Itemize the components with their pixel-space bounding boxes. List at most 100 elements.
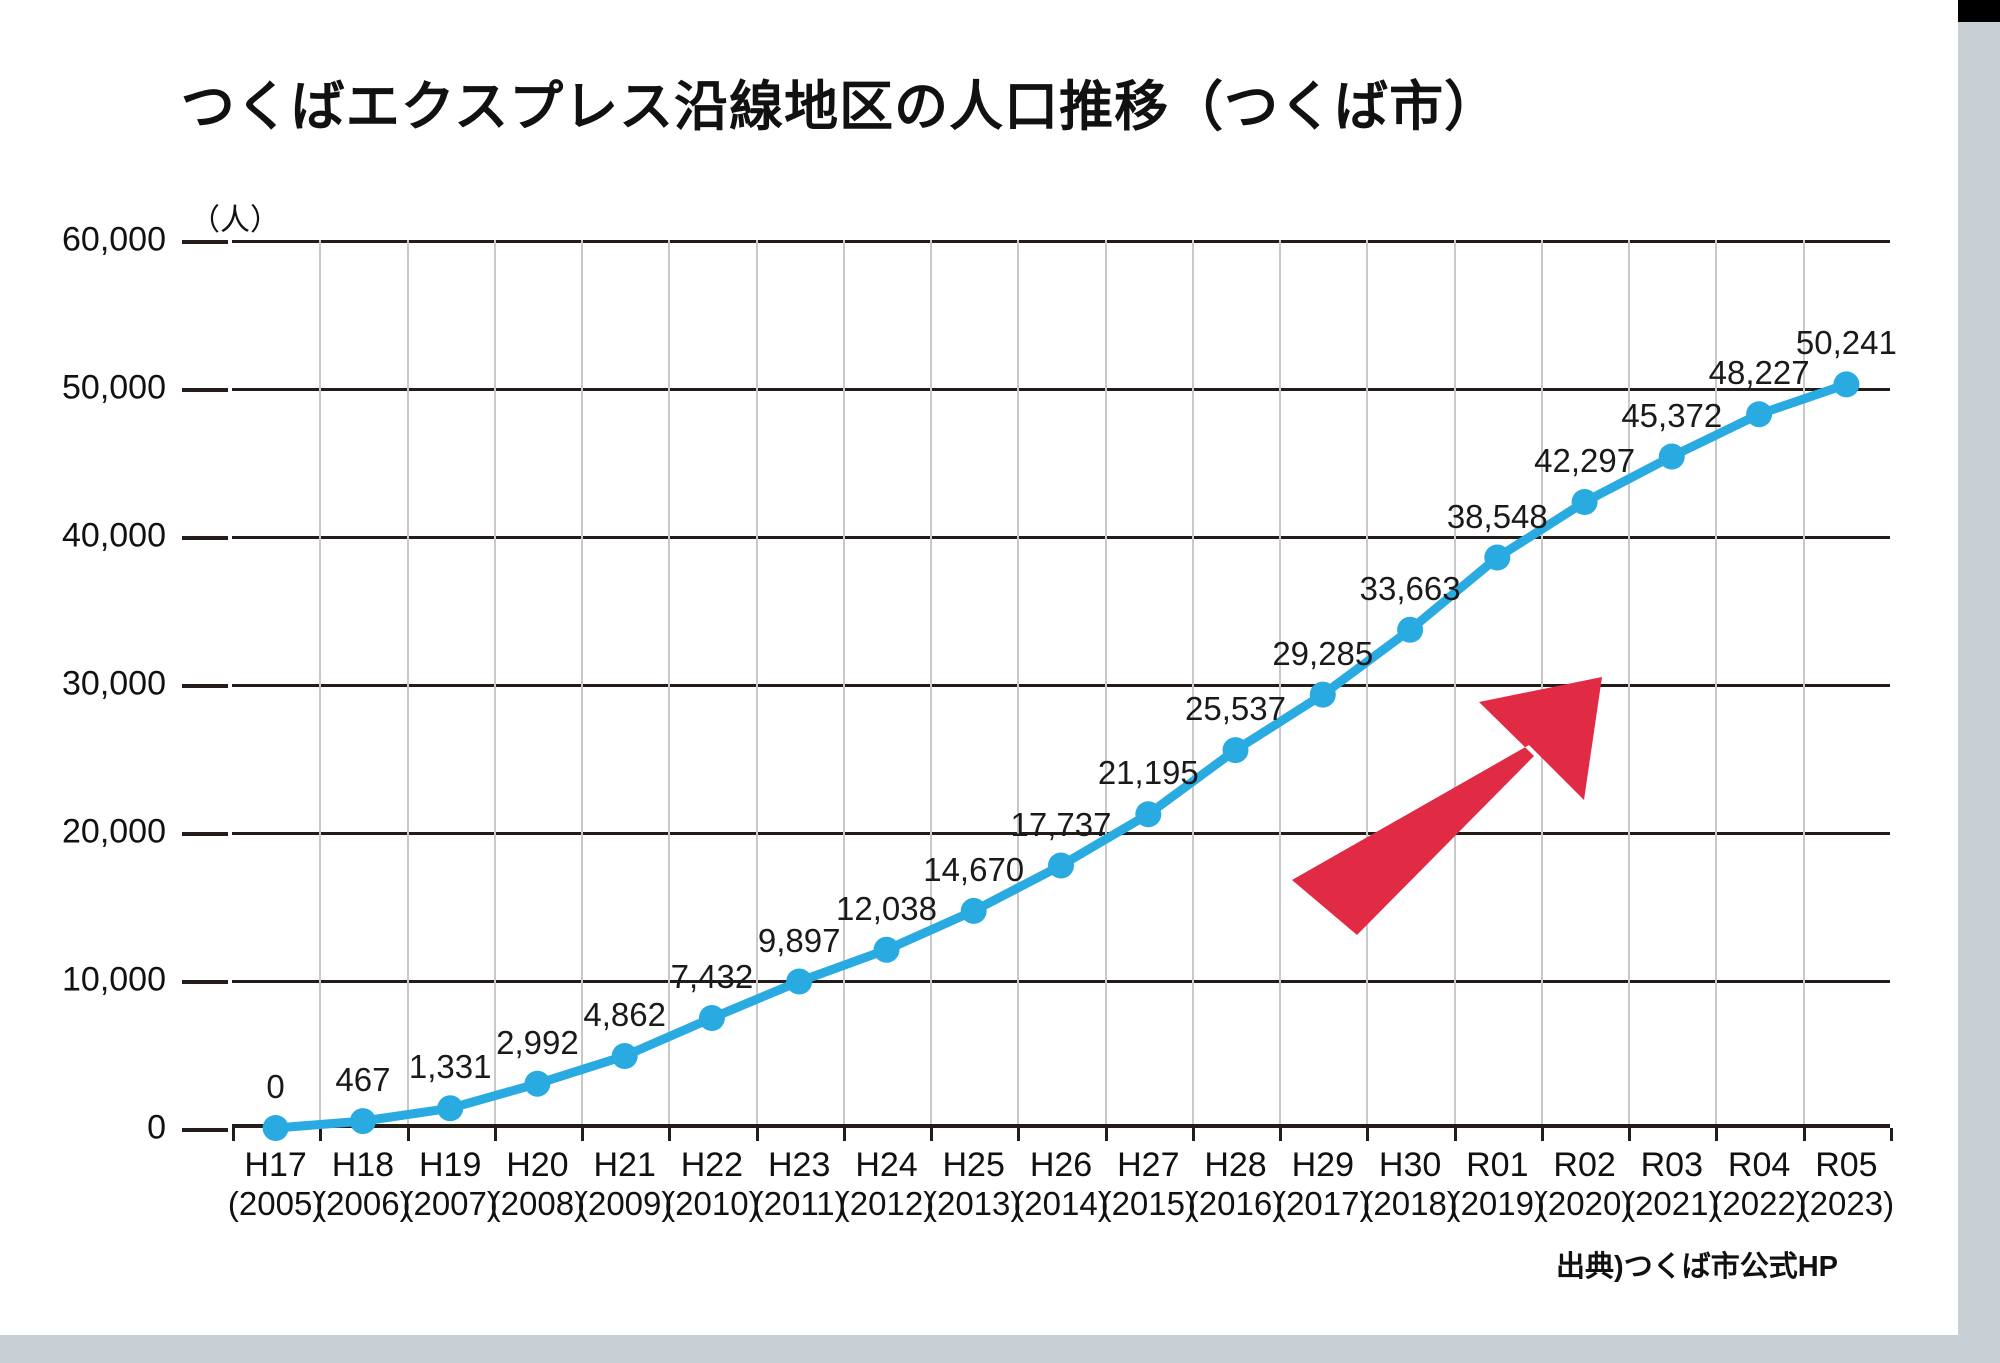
- x-label-era: R03: [1640, 1146, 1703, 1184]
- x-label-era: R05: [1815, 1146, 1878, 1184]
- x-label-year: (2017): [1275, 1185, 1371, 1223]
- corner-mark: [1958, 0, 2000, 22]
- data-label-H27: 21,195: [1097, 754, 1199, 792]
- data-label-H26: 17,737: [1010, 805, 1112, 843]
- x-tick: [1017, 1128, 1021, 1141]
- data-point-marker: [1048, 852, 1074, 879]
- x-tick: [1453, 1128, 1457, 1141]
- vertical-gridline: [755, 240, 758, 1128]
- x-label-year: (2009): [576, 1185, 673, 1223]
- x-label-era: R02: [1553, 1146, 1616, 1184]
- x-axis-label-H19: H19 (2007): [355, 1146, 545, 1224]
- x-axis-label-R03: R03 (2021): [1577, 1146, 1767, 1224]
- x-label-era: H28: [1204, 1146, 1267, 1184]
- x-axis-label-H24: H24 (2012): [792, 1146, 982, 1224]
- data-label-R05: 50,241: [1795, 324, 1897, 362]
- data-label-R01: 38,548: [1446, 497, 1548, 535]
- data-point-marker: [262, 1115, 289, 1141]
- x-label-year: (2018): [1362, 1185, 1458, 1223]
- vertical-gridline: [581, 240, 584, 1128]
- x-label-era: H26: [1029, 1146, 1093, 1184]
- x-label-year: (2008): [489, 1185, 586, 1223]
- y-axis-unit-label: （人）: [190, 204, 280, 237]
- x-label-year: (2006): [315, 1185, 411, 1223]
- x-axis-label-H25: H25 (2013): [879, 1146, 1069, 1224]
- page-frame-bottom: [0, 1335, 2000, 1363]
- y-axis-label-60000: 60,000: [62, 220, 166, 259]
- vertical-gridline: [406, 240, 409, 1128]
- population-line-series: [262, 371, 1860, 1141]
- x-axis-label-H20: H20 (2008): [442, 1146, 632, 1224]
- y-axis-label-30000: 30,000: [62, 664, 166, 703]
- y-axis-label-50000: 50,000: [62, 368, 166, 407]
- x-label-era: H23: [768, 1146, 831, 1184]
- x-label-era: H25: [942, 1146, 1005, 1184]
- x-axis-label-H29: H29 (2017): [1228, 1146, 1418, 1224]
- vertical-gridline: [1104, 240, 1107, 1128]
- arrow-icon: [1292, 677, 1602, 935]
- data-point-marker: [1571, 489, 1598, 515]
- x-label-era: H22: [680, 1146, 744, 1184]
- x-tick: [1104, 1128, 1108, 1141]
- data-label-R03: 45,372: [1621, 396, 1723, 434]
- x-label-era: R04: [1727, 1146, 1791, 1184]
- y-tick-stub-30000: [182, 684, 228, 688]
- x-tick: [319, 1128, 323, 1141]
- x-label-era: H27: [1117, 1146, 1180, 1184]
- data-point-marker: [1833, 371, 1860, 398]
- x-axis-label-H26: H26 (2014): [966, 1146, 1156, 1224]
- x-axis-label-R05: R05 (2023): [1751, 1146, 1941, 1224]
- data-point-marker: [1222, 737, 1249, 764]
- data-point-marker: [1658, 443, 1685, 470]
- x-label-year: (2019): [1449, 1185, 1545, 1223]
- x-axis-label-H27: H27 (2015): [1053, 1146, 1243, 1224]
- data-label-H17: 0: [266, 1068, 285, 1105]
- data-point-marker: [873, 936, 900, 963]
- data-point-marker: [524, 1070, 551, 1097]
- y-axis-label-10000: 10,000: [62, 960, 166, 999]
- x-tick: [1802, 1128, 1806, 1141]
- y-axis-label-0: 0: [147, 1108, 166, 1147]
- page-title: つくばエクスプレス沿線地区の人口推移（つくば市）: [180, 77, 1500, 137]
- x-tick: [1366, 1128, 1370, 1141]
- x-label-year: (2010): [664, 1185, 760, 1223]
- x-tick: [668, 1128, 672, 1141]
- y-tick-stub-20000: [182, 832, 228, 836]
- x-label-era: H24: [855, 1146, 918, 1184]
- chart-card: つくばエクスプレス沿線地区の人口推移（つくば市） （人） 60,000 50,00…: [62, 77, 1941, 1283]
- source-note: 出典)つくば市公式HP: [1556, 1251, 1838, 1283]
- x-label-year: (2016): [1187, 1185, 1284, 1223]
- gridline-10000: [232, 980, 1890, 983]
- data-label-H28: 25,537: [1185, 690, 1286, 728]
- x-axis-label-R02: R02 (2020): [1490, 1146, 1680, 1224]
- data-point-marker: [1135, 801, 1162, 828]
- data-label-R02: 42,297: [1534, 442, 1636, 479]
- y-axis-label-20000: 20,000: [62, 812, 166, 851]
- vertical-gridline: [1366, 240, 1369, 1128]
- vertical-gridline: [1715, 240, 1718, 1128]
- x-label-year: (2005): [227, 1185, 324, 1223]
- x-tick: [1890, 1128, 1893, 1141]
- x-label-year: (2015): [1100, 1185, 1196, 1223]
- y-tick-stub-50000: [182, 388, 228, 392]
- x-label-year: (2022): [1711, 1185, 1807, 1223]
- vertical-gridline: [842, 240, 845, 1128]
- vertical-gridline: [1279, 240, 1282, 1128]
- x-axis-label-H18: H18 (2006): [268, 1146, 458, 1224]
- x-axis-label-R01: R01 (2019): [1402, 1146, 1592, 1224]
- x-tick: [406, 1128, 410, 1141]
- x-axis-label-H23: H23 (2011): [704, 1146, 894, 1224]
- x-axis-label-H22: H22 (2010): [617, 1146, 807, 1224]
- x-axis-label-H21: H21 (2009): [530, 1146, 720, 1224]
- vertical-gridline: [493, 240, 496, 1128]
- gridline-50000: [232, 388, 1890, 391]
- x-axis-label-H30: H30 (2018): [1315, 1146, 1505, 1224]
- y-tick-stub-10000: [182, 980, 228, 984]
- vertical-gridline: [1628, 240, 1631, 1128]
- vertical-gridline: [1191, 240, 1194, 1128]
- data-point-marker: [1309, 681, 1336, 708]
- x-label-year: (2011): [752, 1185, 846, 1223]
- x-tick: [755, 1128, 759, 1141]
- vertical-gridline: [319, 240, 322, 1128]
- x-label-era: H19: [419, 1146, 482, 1184]
